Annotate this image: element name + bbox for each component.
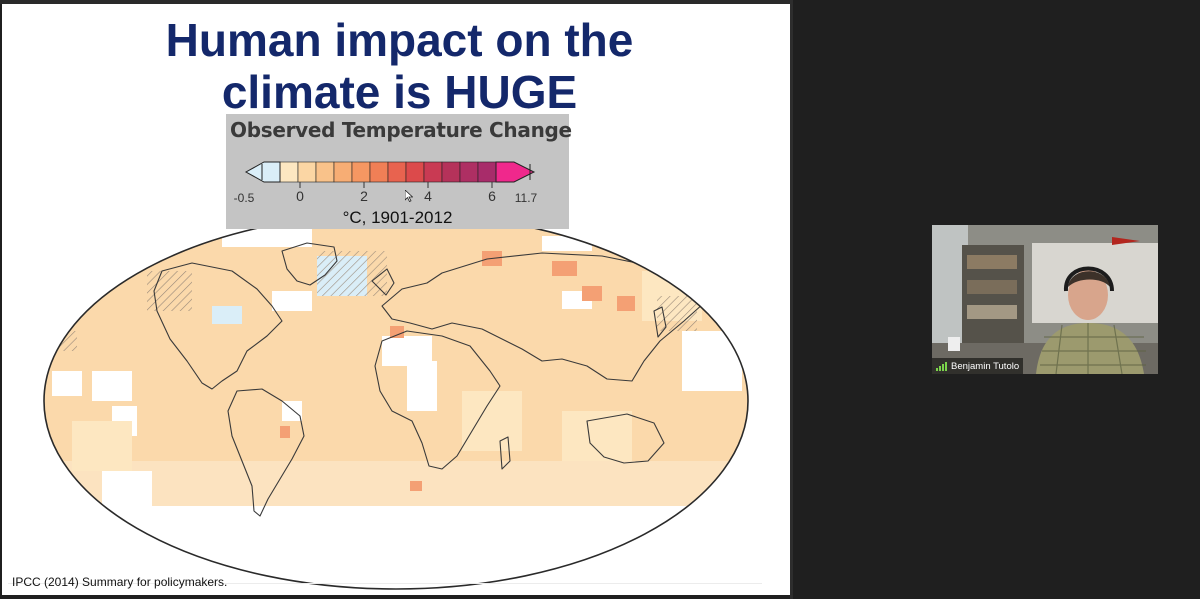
- legend-tick-label-6: 6: [488, 188, 496, 204]
- observed-temperature-world-map: [43, 212, 749, 590]
- participant-video-tile[interactable]: Benjamin Tutolo: [932, 225, 1158, 374]
- legend-hot-arrow: [495, 161, 536, 183]
- shelf-books-2: [967, 280, 1017, 294]
- pennant: [1112, 237, 1140, 245]
- legend-color-step: [369, 161, 389, 183]
- legend-color-step: [315, 161, 335, 183]
- shelf-books-3: [967, 305, 1017, 319]
- hot-spots: [280, 251, 635, 491]
- legend-color-step: [459, 161, 479, 183]
- shirt-plaid: [1040, 323, 1146, 374]
- legend-color-step: [297, 161, 317, 183]
- slide-title: Human impact on the climate is HUGE: [2, 14, 790, 118]
- legend-title: Observed Temperature Change: [230, 118, 572, 142]
- screen-share-top-edge: [0, 0, 790, 4]
- participant-hair: [1068, 271, 1110, 287]
- mouse-cursor-icon: [405, 190, 413, 202]
- coastlines: [153, 242, 705, 517]
- legend-tick-label-0: 0: [296, 188, 304, 204]
- legend-color-step: [441, 161, 461, 183]
- slide-title-line-1: Human impact on the: [165, 14, 634, 66]
- screen-share-divider: [790, 0, 793, 599]
- headset-band: [1063, 266, 1114, 292]
- legend-color-steps: [279, 161, 497, 183]
- slide-citation: IPCC (2014) Summary for policymakers.: [12, 575, 228, 589]
- participant-head: [1068, 270, 1108, 320]
- signal-strength-icon: [936, 361, 947, 371]
- legend-tick-label-max: 11.7: [514, 191, 538, 205]
- slide-title-line-2: climate is HUGE: [221, 66, 578, 118]
- legend-tick-label-min: -0.5: [233, 191, 255, 205]
- legend-color-step: [279, 161, 299, 183]
- legend-color-step: [405, 161, 425, 183]
- slide-footer-divider: [8, 583, 762, 584]
- participant-name: Benjamin Tutolo: [951, 360, 1020, 372]
- legend-tick-label-2: 2: [360, 188, 368, 204]
- legend-color-step: [477, 161, 497, 183]
- legend-unit: °C, 1901-2012: [342, 208, 453, 227]
- legend-color-step: [333, 161, 353, 183]
- legend-color-step: [351, 161, 371, 183]
- participant-video-feed: [932, 225, 1158, 374]
- participant-name-overlay: Benjamin Tutolo: [932, 358, 1024, 374]
- shelf-books-1: [967, 255, 1017, 269]
- mug: [948, 337, 960, 351]
- legend-cold-arrow: [244, 161, 281, 183]
- shared-screen[interactable]: Human impact on the climate is HUGE: [2, 4, 790, 595]
- legend-tick-label-4: 4: [424, 188, 432, 204]
- legend-color-bar: [244, 161, 536, 188]
- no-data-patches: [52, 229, 742, 511]
- legend-color-step: [423, 161, 443, 183]
- legend-color-step: [387, 161, 407, 183]
- participant-torso: [1036, 323, 1144, 374]
- temperature-legend: Observed Temperature Change -0.5 0 2 4 6…: [226, 114, 572, 229]
